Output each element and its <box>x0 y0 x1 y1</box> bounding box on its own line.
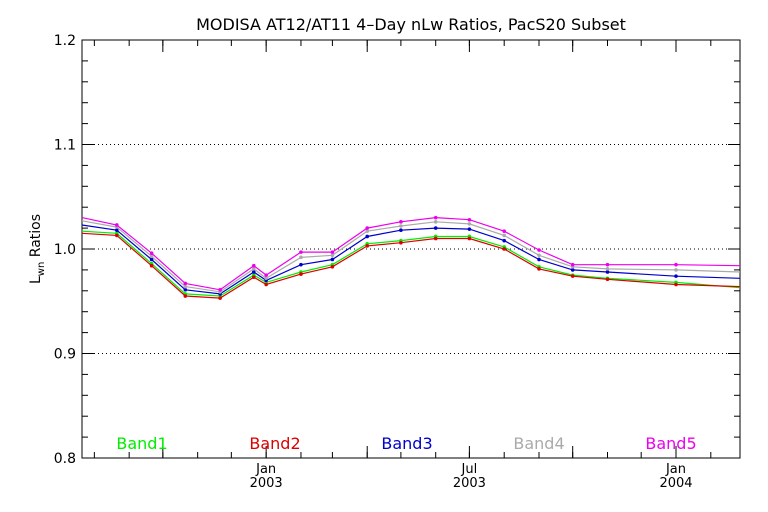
data-point <box>149 254 154 259</box>
x-tick-label-month: Jan <box>255 462 276 477</box>
data-point <box>149 263 154 268</box>
data-point <box>365 244 370 248</box>
data-point <box>365 234 370 239</box>
data-point <box>467 217 472 222</box>
data-point <box>433 226 438 230</box>
data-point <box>433 215 438 220</box>
legend-item: Band3 <box>381 434 432 453</box>
data-point <box>570 268 575 272</box>
data-point <box>251 267 256 271</box>
data-point <box>299 262 303 267</box>
data-point <box>502 238 506 243</box>
legend-item: Band2 <box>249 434 300 453</box>
chart-title: MODISA AT12/AT11 4–Day nLw Ratios, PacS2… <box>196 15 626 34</box>
data-point <box>115 228 119 232</box>
data-point <box>330 253 335 258</box>
legend-item: Band1 <box>116 434 167 453</box>
data-point <box>183 294 188 298</box>
series-lines <box>81 215 741 300</box>
data-point <box>149 257 154 262</box>
data-point <box>149 251 154 255</box>
data-point <box>365 229 370 234</box>
legend: Band1 Band2 Band3 Band4 Band5 <box>116 434 696 453</box>
data-point <box>502 233 506 238</box>
y-axis-label-main: L <box>28 276 44 284</box>
y-axis: 0.8 0.9 1.0 1.1 1.2 <box>54 33 740 467</box>
data-point <box>467 227 472 231</box>
data-point <box>399 220 403 224</box>
data-point <box>115 223 119 227</box>
data-point <box>251 263 256 268</box>
data-point <box>502 229 506 234</box>
series-line <box>81 224 741 295</box>
data-point <box>605 267 610 271</box>
legend-item: Band4 <box>513 434 564 453</box>
series-band3 <box>81 224 741 296</box>
data-point <box>251 270 256 274</box>
data-point <box>502 247 506 251</box>
data-point <box>570 262 575 267</box>
data-point <box>264 273 268 277</box>
y-axis-label: Lwn Ratios <box>28 214 47 284</box>
data-point <box>399 228 403 232</box>
data-point <box>264 282 268 287</box>
data-point <box>537 253 541 258</box>
data-point <box>537 267 541 271</box>
data-point <box>674 268 678 272</box>
x-tick-label-month: Jan <box>665 462 686 477</box>
series-band5 <box>81 215 741 292</box>
data-point <box>467 236 472 241</box>
data-point <box>299 250 303 254</box>
data-point <box>330 257 335 262</box>
series-line <box>81 220 741 293</box>
y-tick-label: 1.0 <box>54 242 76 258</box>
data-point <box>674 262 678 267</box>
x-tick-label-year: 2003 <box>453 476 486 491</box>
data-point <box>299 255 303 260</box>
data-point <box>605 262 610 267</box>
series-line <box>81 216 741 291</box>
data-point <box>251 275 256 280</box>
data-point <box>570 274 575 278</box>
x-tick-label-year: 2003 <box>250 476 283 491</box>
y-tick-label: 1.1 <box>54 138 76 154</box>
y-tick-label: 0.8 <box>54 451 76 467</box>
data-point <box>433 236 438 241</box>
data-point <box>115 233 119 238</box>
x-tick-label-year: 2004 <box>659 476 692 491</box>
x-tick-label-month: Jul <box>461 462 478 477</box>
y-tick-label: 1.2 <box>54 33 76 49</box>
data-point <box>183 281 188 286</box>
series-line <box>81 232 741 299</box>
data-point <box>537 257 541 262</box>
data-point <box>605 277 610 282</box>
data-point <box>330 264 335 269</box>
y-axis-label-rest: Ratios <box>28 214 44 262</box>
data-point <box>605 270 610 274</box>
data-point <box>299 272 303 276</box>
y-tick-label: 0.9 <box>54 347 76 363</box>
data-point <box>399 240 403 245</box>
data-point <box>537 248 541 252</box>
y-axis-label-subscript: wn <box>36 262 47 277</box>
data-point <box>218 296 222 300</box>
data-point <box>183 284 188 289</box>
data-point <box>183 287 188 292</box>
data-point <box>467 222 472 226</box>
data-point <box>218 287 222 292</box>
data-point <box>330 250 335 254</box>
data-point <box>674 282 678 287</box>
data-point <box>365 226 370 230</box>
series-band4 <box>81 220 741 294</box>
legend-item: Band5 <box>645 434 696 453</box>
data-point <box>399 224 403 228</box>
data-point <box>433 220 438 224</box>
series-band2 <box>81 232 741 300</box>
data-point <box>264 276 268 281</box>
data-point <box>674 274 678 278</box>
grid <box>82 144 740 354</box>
